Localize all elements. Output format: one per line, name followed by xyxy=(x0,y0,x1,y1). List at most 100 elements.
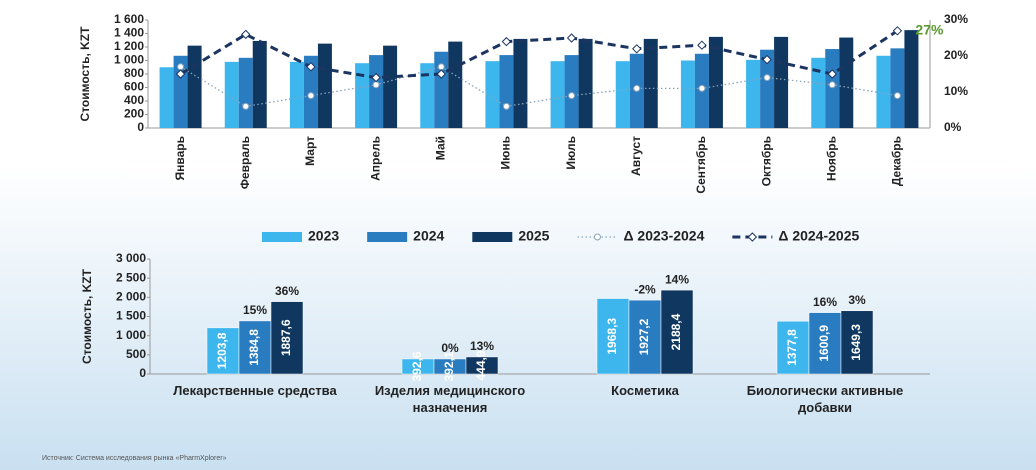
marker xyxy=(893,92,901,100)
bar xyxy=(825,49,840,128)
marker xyxy=(501,36,512,47)
value-label: 392,6 xyxy=(410,351,424,381)
x-tick-label: Сентябрь xyxy=(694,136,708,194)
value-label: 2188,4 xyxy=(669,313,683,350)
x-tick-line: Изделия медицинского xyxy=(375,383,525,398)
marker xyxy=(372,81,380,89)
x-tick-line: добавки xyxy=(798,400,852,415)
y-tick-label: 0 xyxy=(137,120,144,134)
marker xyxy=(437,63,445,71)
marker xyxy=(632,44,642,54)
y-axis-label: Стоимость, KZT xyxy=(80,268,94,364)
growth-label: 0% xyxy=(441,341,459,355)
bar xyxy=(628,299,662,375)
marker xyxy=(763,74,771,82)
bar xyxy=(660,289,694,375)
y2-tick-label: 20% xyxy=(944,48,968,62)
bar xyxy=(499,55,514,128)
growth-label: 3% xyxy=(848,293,866,307)
x-tick-label: Июнь xyxy=(499,136,513,170)
value-label: 444,9 xyxy=(474,350,488,380)
bar xyxy=(708,36,723,128)
value-label: 1384,8 xyxy=(247,329,261,366)
legend-swatch xyxy=(472,232,513,242)
marker xyxy=(633,84,641,92)
bar xyxy=(355,63,370,129)
value-label: 392,1 xyxy=(442,351,456,381)
value-label: 1377,8 xyxy=(785,329,799,366)
x-tick-label: Июль xyxy=(564,136,578,170)
y2-tick-label: 10% xyxy=(944,84,968,98)
x-tick-label: Косметика xyxy=(611,383,679,398)
x-tick-label: Август xyxy=(629,136,643,176)
y2-tick-label: 0% xyxy=(944,120,962,134)
bar xyxy=(383,45,398,128)
bar xyxy=(615,61,630,128)
x-tick-label: Декабрь xyxy=(890,136,904,186)
bar xyxy=(485,61,500,128)
bar xyxy=(159,67,174,128)
marker xyxy=(175,69,186,79)
marker xyxy=(827,69,837,79)
marker xyxy=(241,29,251,40)
growth-label: 16% xyxy=(813,295,837,309)
x-tick-label: Февраль xyxy=(238,136,252,189)
growth-label: 14% xyxy=(665,272,689,286)
annotation: 27% xyxy=(915,22,944,38)
legend-label: Δ 2024-2025 xyxy=(778,228,859,244)
y-tick-label: 1 200 xyxy=(114,39,144,53)
value-label: 1887,6 xyxy=(279,319,293,356)
bar xyxy=(811,57,826,128)
marker xyxy=(762,54,772,65)
legend-swatch xyxy=(262,232,302,242)
bar xyxy=(224,61,239,128)
y-tick-label: 1 000 xyxy=(114,53,144,67)
bar xyxy=(760,49,775,129)
bar xyxy=(578,38,593,128)
legend-marker xyxy=(593,233,601,241)
marker xyxy=(697,40,707,50)
bar xyxy=(270,301,304,375)
bar xyxy=(680,60,695,128)
bar xyxy=(420,63,435,129)
bar xyxy=(808,312,842,375)
growth-label: -2% xyxy=(634,282,656,296)
x-tick-label: Изделия медицинского назначения xyxy=(375,383,525,415)
value-label: 1600,9 xyxy=(817,325,831,362)
value-label: 1968,3 xyxy=(605,318,619,355)
y-tick-label: 0 xyxy=(139,366,146,380)
growth-label: 15% xyxy=(243,303,267,317)
x-tick-line: Биологически активные xyxy=(747,383,904,398)
bar xyxy=(465,356,499,375)
legend-marker xyxy=(747,232,758,242)
y-tick-label: 600 xyxy=(124,80,144,94)
y-tick-label: 1 000 xyxy=(116,328,146,342)
y2-tick-label: 30% xyxy=(944,12,968,26)
bar xyxy=(550,61,565,128)
y-tick-label: 1 400 xyxy=(114,26,144,40)
x-tick-label: Январь xyxy=(173,136,187,180)
marker xyxy=(698,84,706,92)
bar xyxy=(643,38,658,128)
y-tick-label: 500 xyxy=(126,347,146,361)
marker xyxy=(502,102,510,110)
y-tick-label: 1 500 xyxy=(116,309,146,323)
y-tick-label: 1 600 xyxy=(114,12,144,26)
bar xyxy=(238,57,253,128)
value-label: 1649,3 xyxy=(849,324,863,361)
bar xyxy=(876,55,891,128)
bar xyxy=(774,36,789,128)
x-tick-line: Лекарственные средства xyxy=(173,383,337,398)
marker xyxy=(436,69,446,79)
value-label: 1927,2 xyxy=(637,318,651,355)
x-tick-label: Ноябрь xyxy=(824,136,838,181)
bar xyxy=(890,48,905,128)
bar xyxy=(564,55,579,128)
growth-label: 36% xyxy=(275,284,299,298)
line xyxy=(180,66,898,108)
marker xyxy=(828,81,836,89)
bar xyxy=(513,38,528,128)
x-tick-label: Биологически активные добавки xyxy=(747,383,904,415)
x-tick-label: Май xyxy=(433,136,447,160)
marker xyxy=(892,26,903,36)
